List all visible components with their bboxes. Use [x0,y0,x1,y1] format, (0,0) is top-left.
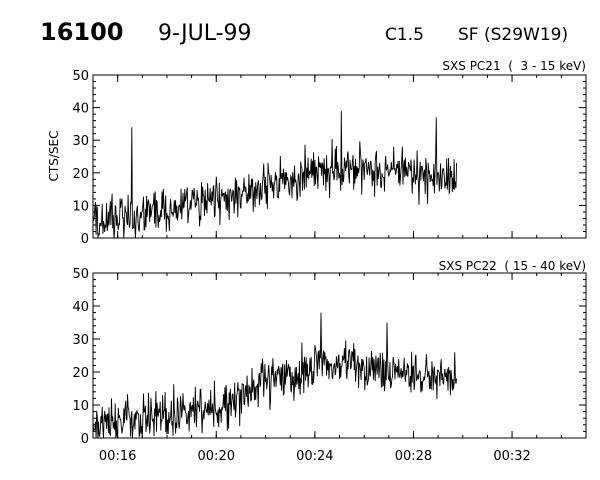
panel-pc22: SXS PC22 ( 15 - 40 keV) 0 10 20 30 40 50 00:16… [72,259,587,464]
y-tick-label: 10 [72,199,89,214]
y-tick-label: 30 [72,134,89,149]
panel-title-pc21: SXS PC21 ( 3 - 15 keV) [442,59,586,73]
flare-location: SF (S29W19) [458,25,568,45]
y-tick-label: 20 [72,366,89,381]
x-tick-label: 00:16 [99,449,136,464]
y-tick-label: 30 [72,333,89,348]
y-tick-label: 0 [81,432,89,447]
y-tick-label: 50 [72,69,89,84]
y-tick-label: 0 [81,232,89,247]
x-tick-label: 00:32 [493,449,530,464]
x-tick-label: 00:24 [296,449,333,464]
x-tick-label: 00:28 [395,449,432,464]
y-tick-label: 20 [72,167,89,182]
y-tick-label: 40 [72,300,89,315]
series-line [92,110,458,239]
event-id: 16100 [40,18,124,46]
y-tick-label: 50 [72,267,89,282]
plot-frame [92,272,587,439]
plot-area-pc21: 0 10 20 30 40 50 [72,69,587,247]
event-date: 9-JUL-99 [158,21,252,46]
plot-area-pc22: 0 10 20 30 40 50 00:16 00:20 00:24 00:28 00:32 [72,267,587,464]
x-tick-label: 00:20 [198,449,235,464]
y-tick-label: 40 [72,102,89,117]
panel-title-pc22: SXS PC22 ( 15 - 40 keV) [439,259,586,273]
y-axis-label: CTS/SEC [47,131,61,182]
series-line [92,312,458,439]
flare-class: C1.5 [385,25,424,45]
panel-pc21: SXS PC21 ( 3 - 15 keV) CTS/SEC 0 10 20 30 40… [47,59,587,247]
y-tick-label: 10 [72,399,89,414]
